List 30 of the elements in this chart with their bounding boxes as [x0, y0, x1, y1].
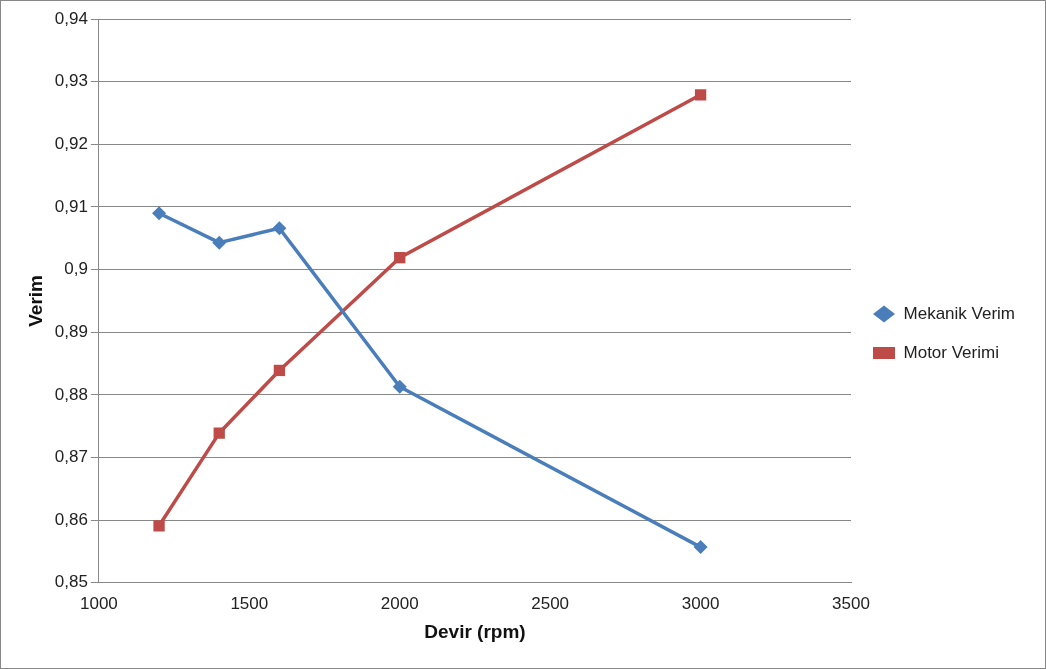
point — [392, 379, 407, 394]
point — [213, 427, 225, 439]
y-tick-label: 0,91 — [54, 196, 88, 216]
x-tick-label: 3500 — [832, 593, 870, 613]
y-tick-label: 0,93 — [54, 71, 88, 91]
y-tick-label: 0,9 — [64, 259, 88, 279]
y-tick-label: 0,86 — [54, 509, 88, 529]
point — [272, 221, 287, 236]
point — [693, 540, 708, 555]
x-tick-label: 1500 — [230, 593, 269, 613]
y-tick-label: 0,85 — [54, 572, 88, 592]
y-tick-label: 0,87 — [54, 447, 88, 467]
legend-label: Motor Verimi — [903, 342, 999, 362]
point — [153, 520, 165, 532]
point — [152, 206, 167, 221]
point — [212, 235, 227, 250]
y-tick-label: 0,94 — [54, 8, 88, 28]
x-tick-label: 3000 — [681, 593, 720, 613]
point — [694, 89, 707, 101]
x-tick-label: 1000 — [79, 593, 118, 613]
x-tick-label: 2000 — [380, 593, 419, 613]
y-tick-label: 0,92 — [54, 133, 88, 153]
y-tick-label: 0,88 — [54, 384, 88, 404]
x-tick-label: 2500 — [531, 593, 570, 613]
legend-label: Mekanik Verim — [903, 303, 1015, 323]
y-axis-title: Verim — [24, 275, 46, 327]
y-tick-label: 0,89 — [54, 321, 88, 341]
x-axis-title: Devir (rpm) — [424, 620, 526, 642]
point — [394, 252, 406, 264]
point — [273, 364, 286, 377]
